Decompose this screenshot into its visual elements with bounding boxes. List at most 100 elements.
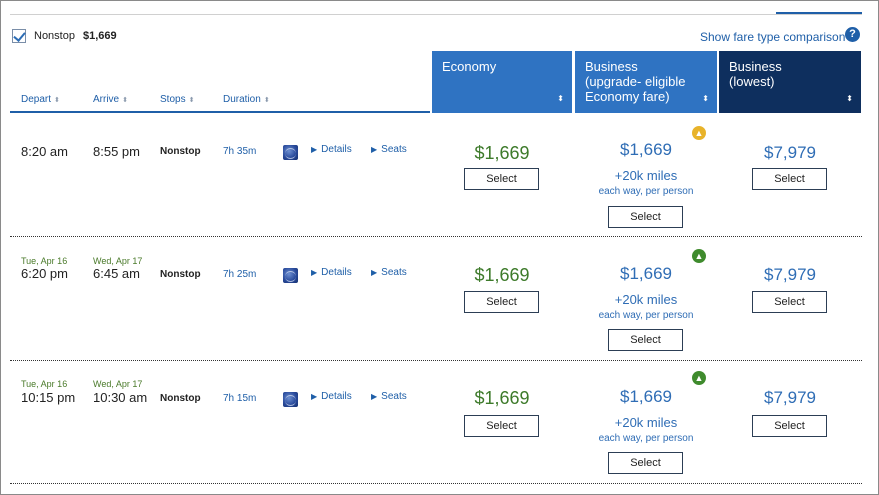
sort-duration[interactable]: Duration ⬍ (223, 94, 270, 105)
sort-arrows-icon: ⬍ (54, 97, 60, 104)
sort-arrows-icon: ⬍ (846, 94, 853, 103)
business-lowest-price: $7,979 (764, 265, 816, 284)
select-economy-button[interactable]: Select (464, 168, 539, 190)
arrive-date: Wed, Apr 17 (93, 256, 143, 266)
arrive-date: Wed, Apr 17 (93, 379, 143, 389)
details-label: Details (321, 144, 352, 155)
sort-arrows-icon: ⬍ (122, 97, 128, 104)
depart-time: 6:20 pm (21, 266, 68, 281)
duration-header-label: Duration (223, 94, 261, 105)
row-divider (10, 360, 862, 361)
upgrade-arrow-icon: ▲ (692, 371, 706, 385)
nonstop-filter[interactable]: Nonstop $1,669 (12, 29, 117, 43)
sort-arrive[interactable]: Arrive ⬍ (93, 94, 128, 105)
depart-time: 8:20 am (21, 144, 68, 159)
header-underline (10, 111, 430, 113)
nonstop-filter-price: $1,669 (82, 30, 117, 42)
business-lowest-column-header[interactable]: Business (lowest) ⬍ (719, 51, 861, 113)
depart-date: Tue, Apr 16 (21, 379, 68, 389)
expand-triangle-icon: ▶ (311, 268, 318, 277)
business-upgrade-header-label: Business (585, 59, 638, 74)
business-upgrade-price: $1,669 (620, 387, 672, 406)
business-upgrade-note: each way, per person (598, 310, 694, 321)
select-business-lowest-button[interactable]: Select (752, 291, 827, 313)
seats-label: Seats (381, 144, 407, 155)
business-upgrade-note: each way, per person (598, 433, 694, 444)
duration-value: 7h 25m (223, 269, 257, 280)
sort-stops[interactable]: Stops ⬍ (160, 94, 194, 105)
arrive-header-label: Arrive (93, 94, 120, 105)
row-divider (10, 483, 862, 484)
sort-arrows-icon: ⬍ (702, 94, 709, 103)
airline-globe-logo (283, 392, 298, 407)
business-lowest-header-label: Business (729, 59, 782, 74)
business-lowest-price: $7,979 (764, 143, 816, 162)
economy-price: $1,669 (474, 388, 530, 408)
active-tab-indicator (776, 12, 862, 14)
row-divider (10, 236, 862, 237)
help-icon[interactable]: ? (845, 27, 860, 42)
economy-header-label: Economy (442, 59, 497, 74)
economy-price: $1,669 (474, 265, 530, 285)
stops-value: Nonstop (160, 393, 201, 404)
depart-header-label: Depart (21, 94, 52, 105)
select-business-upgrade-button[interactable]: Select (608, 329, 683, 351)
business-upgrade-price: $1,669 (620, 140, 672, 159)
nonstop-checkbox[interactable] (12, 29, 26, 43)
business-lowest-header-sub: (lowest) (729, 74, 775, 89)
stops-value: Nonstop (160, 146, 201, 157)
seats-label: Seats (381, 267, 407, 278)
select-business-lowest-button[interactable]: Select (752, 168, 827, 190)
stops-value: Nonstop (160, 269, 201, 280)
select-business-lowest-button[interactable]: Select (752, 415, 827, 437)
details-label: Details (321, 391, 352, 402)
economy-price: $1,669 (474, 143, 530, 163)
sort-arrows-icon: ⬍ (557, 94, 564, 103)
expand-triangle-icon: ▶ (371, 392, 378, 401)
sort-depart[interactable]: Depart ⬍ (21, 94, 60, 105)
expand-triangle-icon: ▶ (371, 145, 378, 154)
sort-arrows-icon: ⬍ (188, 97, 195, 104)
details-label: Details (321, 267, 352, 278)
seats-link[interactable]: ▶ Seats (371, 144, 407, 155)
airline-globe-logo (283, 145, 298, 160)
seats-link[interactable]: ▶ Seats (371, 391, 407, 402)
duration-value: 7h 35m (223, 146, 257, 157)
select-business-upgrade-button[interactable]: Select (608, 452, 683, 474)
arrive-time: 6:45 am (93, 266, 140, 281)
arrive-time: 8:55 pm (93, 144, 140, 159)
nonstop-filter-label: Nonstop (34, 30, 75, 42)
seats-link[interactable]: ▶ Seats (371, 267, 407, 278)
expand-triangle-icon: ▶ (311, 392, 318, 401)
business-upgrade-miles: +20k miles (614, 168, 678, 183)
select-economy-button[interactable]: Select (464, 291, 539, 313)
business-upgrade-header-sub2: Economy fare) (585, 89, 670, 104)
depart-time: 10:15 pm (21, 390, 76, 405)
fare-type-comparison-link[interactable]: Show fare type comparison (700, 30, 846, 44)
upgrade-arrow-icon: ▲ (692, 249, 706, 263)
top-divider (10, 14, 862, 15)
arrive-time: 10:30 am (93, 390, 148, 405)
select-business-upgrade-button[interactable]: Select (608, 206, 683, 228)
details-link[interactable]: ▶ Details (311, 267, 352, 278)
upgrade-arrow-icon: ▲ (692, 126, 706, 140)
sort-arrows-icon: ⬍ (263, 97, 270, 104)
business-upgrade-note: each way, per person (598, 186, 694, 197)
stops-header-label: Stops (160, 94, 186, 105)
airline-globe-logo (283, 268, 298, 283)
business-upgrade-column-header[interactable]: Business (upgrade- eligible Economy fare… (575, 51, 717, 113)
business-lowest-price: $7,979 (764, 388, 816, 407)
details-link[interactable]: ▶ Details (311, 391, 352, 402)
details-link[interactable]: ▶ Details (311, 144, 352, 155)
expand-triangle-icon: ▶ (311, 145, 318, 154)
economy-column-header[interactable]: Economy ⬍ (432, 51, 572, 113)
seats-label: Seats (381, 391, 407, 402)
business-upgrade-header-sub: (upgrade- eligible (585, 74, 686, 89)
business-upgrade-miles: +20k miles (614, 292, 678, 307)
business-upgrade-miles: +20k miles (614, 415, 678, 430)
duration-value: 7h 15m (223, 393, 257, 404)
expand-triangle-icon: ▶ (371, 268, 378, 277)
select-economy-button[interactable]: Select (464, 415, 539, 437)
business-upgrade-price: $1,669 (620, 264, 672, 283)
depart-date: Tue, Apr 16 (21, 256, 68, 266)
